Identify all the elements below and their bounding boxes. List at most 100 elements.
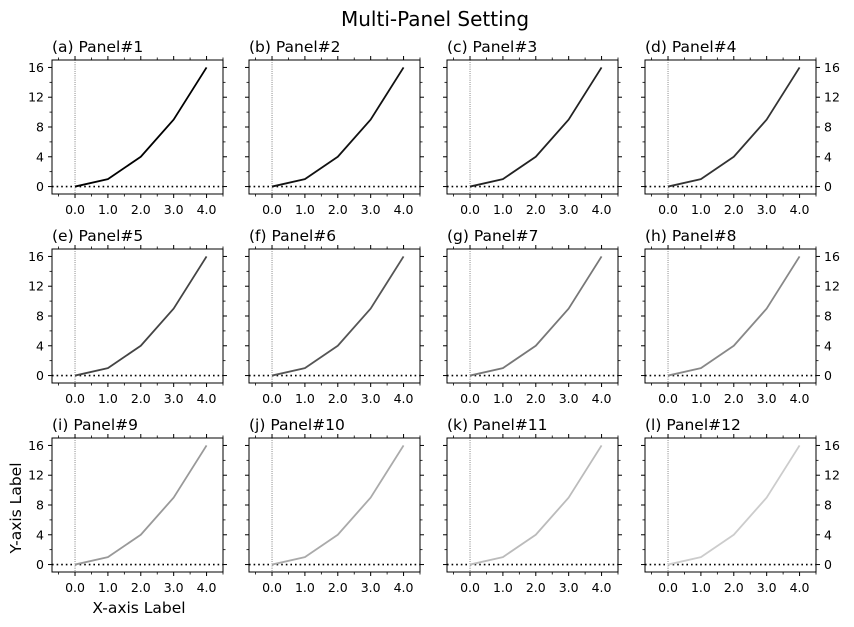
x-tick-label: 1.0	[98, 391, 118, 406]
y-tick-label: 4	[36, 149, 44, 164]
y-tick-label-right: 8	[824, 309, 832, 324]
x-tick-label: 0.0	[262, 202, 282, 217]
series-line	[667, 66, 801, 188]
series-line	[74, 444, 208, 566]
x-tick-label: 3.0	[361, 202, 381, 217]
x-tick-label: 4.0	[790, 580, 810, 595]
y-tick-label: 16	[28, 249, 44, 264]
axes-frame	[248, 59, 421, 195]
panel-2: (b) Panel#2 0.0 1.0 2.0 3.0 4.0	[245, 38, 424, 217]
x-tick-label: 4.0	[394, 580, 414, 595]
panel-title: (d) Panel#4	[645, 38, 737, 56]
x-tick-label: 4.0	[592, 202, 612, 217]
panel-1: (a) Panel#1 0.0 1.0 2.0 3.0 4.0 0 4 8 12 16	[28, 38, 227, 217]
x-tick-label: 2.0	[131, 391, 151, 406]
y-tick-label-right: 12	[824, 468, 840, 483]
x-tick-label: 0.0	[65, 580, 85, 595]
y-tick-label: 12	[28, 279, 44, 294]
x-tick-label: 1.0	[691, 391, 711, 406]
x-tick-label: 4.0	[394, 391, 414, 406]
x-tick-label: 3.0	[559, 391, 579, 406]
x-tick-label: 2.0	[328, 202, 348, 217]
y-tick-label-right: 0	[824, 557, 832, 572]
x-tick-label: 0.0	[65, 202, 85, 217]
y-axis-label: Y-axis Label	[7, 462, 25, 554]
x-tick-label: 1.0	[493, 391, 513, 406]
panel-title: (h) Panel#8	[645, 227, 737, 245]
y-tick-label: 16	[28, 438, 44, 453]
y-tick-label-right: 8	[824, 498, 832, 513]
x-tick-label: 4.0	[790, 391, 810, 406]
x-tick-label: 2.0	[328, 391, 348, 406]
x-tick-label: 1.0	[98, 580, 118, 595]
x-tick-label: 2.0	[131, 202, 151, 217]
x-tick-label: 2.0	[526, 202, 546, 217]
x-tick-label: 2.0	[724, 202, 744, 217]
x-tick-label: 1.0	[295, 202, 315, 217]
series-line	[667, 444, 801, 566]
x-tick-label: 1.0	[295, 391, 315, 406]
panel-5: (e) Panel#5 0.0 1.0 2.0 3.0 4.0 0 4 8 12 16	[28, 227, 227, 406]
panel-title: (e) Panel#5	[52, 227, 143, 245]
x-tick-label: 3.0	[757, 202, 777, 217]
x-tick-label: 2.0	[526, 580, 546, 595]
y-tick-label: 4	[36, 527, 44, 542]
x-tick-label: 4.0	[592, 391, 612, 406]
axes-frame	[446, 248, 619, 384]
axes-frame	[446, 59, 619, 195]
x-tick-label: 0.0	[262, 391, 282, 406]
x-tick-label: 4.0	[197, 202, 217, 217]
x-axis-label: X-axis Label	[92, 599, 185, 617]
x-tick-label: 3.0	[757, 391, 777, 406]
axes-frame	[51, 437, 224, 573]
x-tick-label: 3.0	[757, 580, 777, 595]
x-tick-label: 4.0	[197, 391, 217, 406]
x-tick-label: 2.0	[328, 580, 348, 595]
axes-frame	[644, 59, 817, 195]
y-tick-label-right: 16	[824, 438, 840, 453]
series-line	[271, 444, 405, 566]
x-tick-label: 0.0	[658, 391, 678, 406]
x-tick-label: 2.0	[724, 391, 744, 406]
series-line	[74, 255, 208, 377]
panel-7: (g) Panel#7 0.0 1.0 2.0 3.0 4.0	[443, 227, 622, 406]
x-tick-label: 4.0	[790, 202, 810, 217]
axes-frame	[248, 437, 421, 573]
x-tick-label: 1.0	[493, 580, 513, 595]
x-tick-label: 1.0	[493, 202, 513, 217]
panel-10: (j) Panel#10 0.0 1.0 2.0 3.0 4.0	[245, 416, 424, 595]
y-tick-label-right: 4	[824, 149, 832, 164]
panels-grid: (a) Panel#1 0.0 1.0 2.0 3.0 4.0 0 4 8 12 16 (b) Pan…	[28, 38, 840, 595]
axes-frame	[644, 248, 817, 384]
panel-title: (k) Panel#11	[447, 416, 548, 434]
x-tick-label: 3.0	[361, 391, 381, 406]
y-tick-label: 8	[36, 498, 44, 513]
x-tick-label: 4.0	[394, 202, 414, 217]
series-line	[74, 66, 208, 188]
y-tick-label: 8	[36, 120, 44, 135]
series-line	[271, 66, 405, 188]
y-tick-label: 12	[28, 90, 44, 105]
x-tick-label: 3.0	[559, 580, 579, 595]
y-tick-label-right: 4	[824, 527, 832, 542]
panel-title: (a) Panel#1	[52, 38, 143, 56]
y-tick-label-right: 12	[824, 90, 840, 105]
x-tick-label: 1.0	[98, 202, 118, 217]
y-tick-label-right: 0	[824, 179, 832, 194]
x-tick-label: 0.0	[460, 391, 480, 406]
y-tick-label: 16	[28, 60, 44, 75]
x-tick-label: 3.0	[164, 580, 184, 595]
x-tick-label: 0.0	[460, 580, 480, 595]
y-tick-label: 0	[36, 179, 44, 194]
y-tick-label: 4	[36, 338, 44, 353]
y-tick-label-right: 12	[824, 279, 840, 294]
y-tick-label-right: 0	[824, 368, 832, 383]
series-line	[271, 255, 405, 377]
panel-title: (c) Panel#3	[447, 38, 537, 56]
x-tick-label: 0.0	[262, 580, 282, 595]
x-tick-label: 0.0	[65, 391, 85, 406]
x-tick-label: 1.0	[691, 580, 711, 595]
panel-title: (f) Panel#6	[249, 227, 336, 245]
x-tick-label: 3.0	[164, 391, 184, 406]
